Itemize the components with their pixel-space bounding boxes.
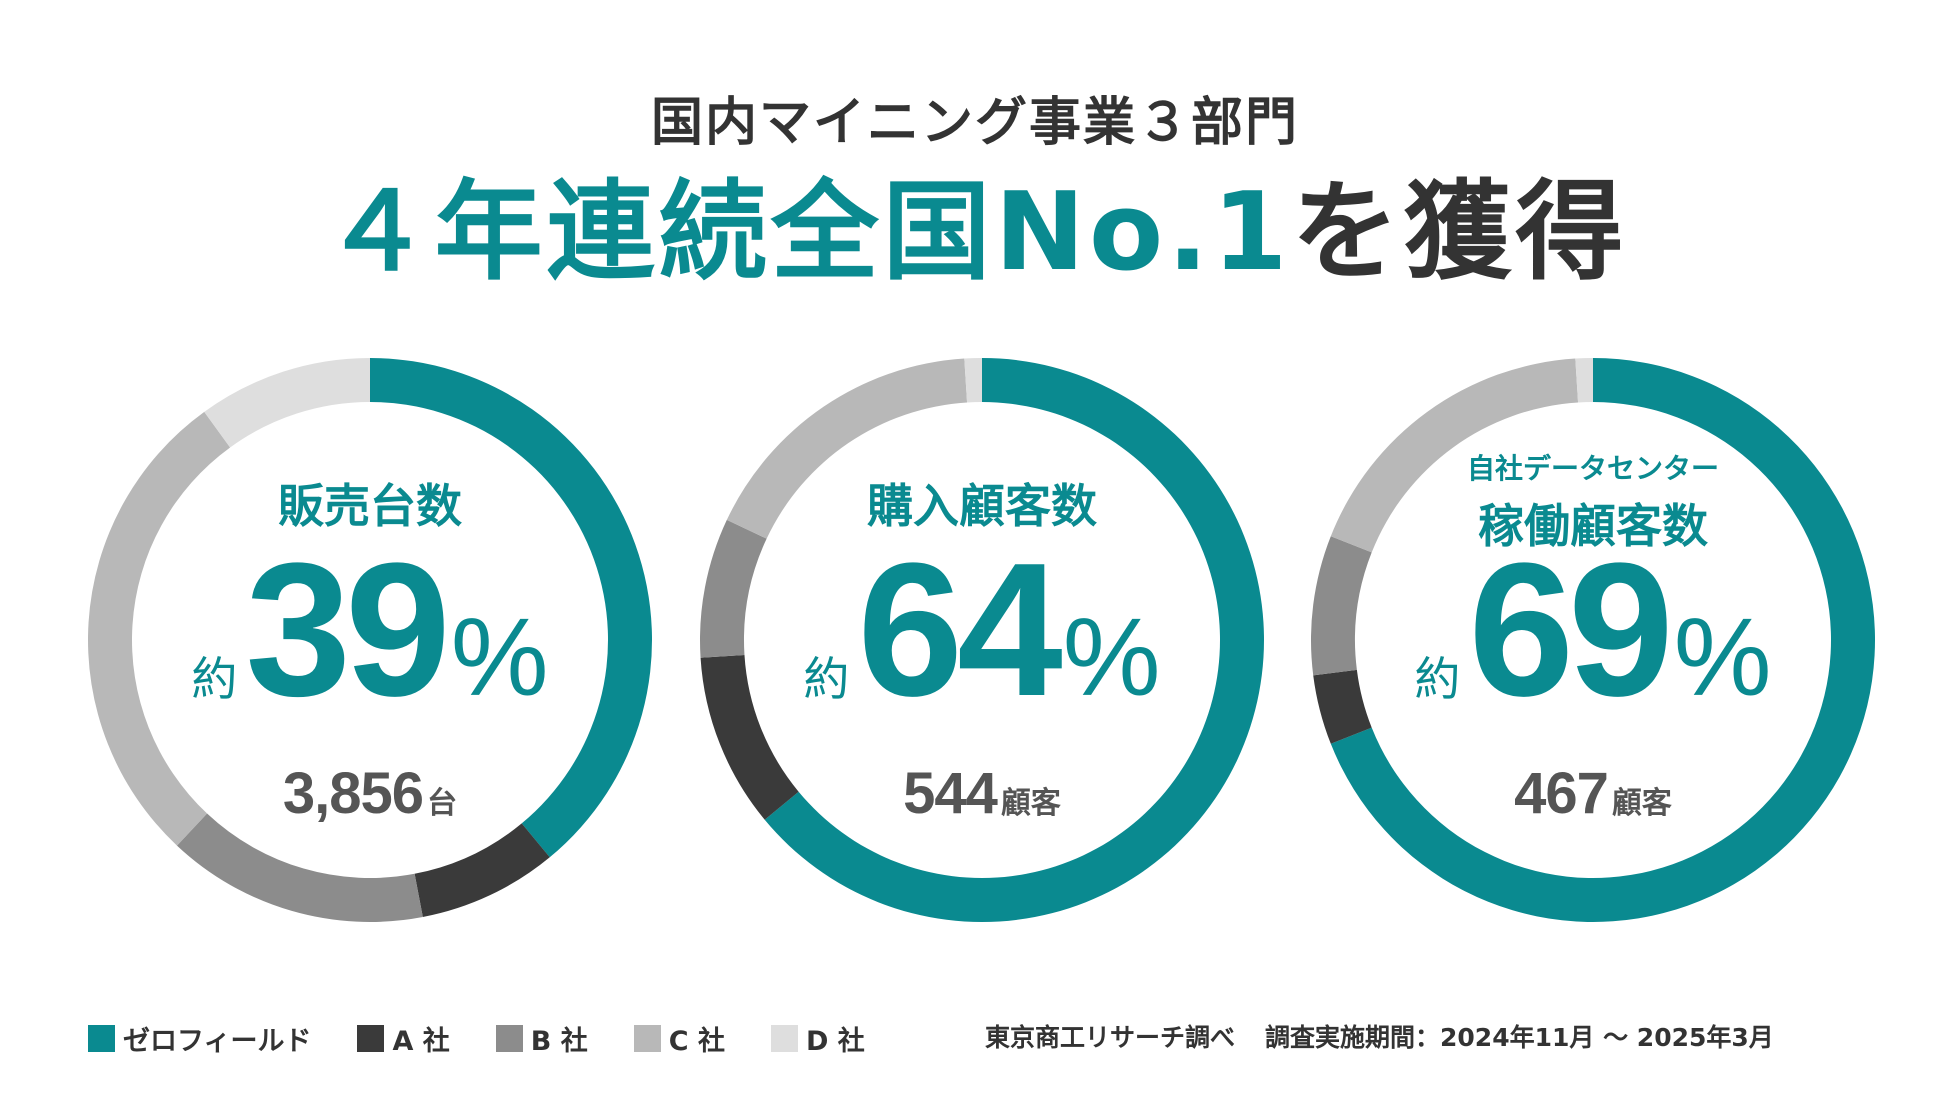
- headline-highlight: ４年連続全国No.1: [322, 170, 1292, 295]
- percent-prefix: 約: [803, 652, 850, 706]
- donut-slice-3: [726, 358, 968, 539]
- percent-prefix: 約: [191, 652, 238, 706]
- count-value: 467: [1514, 761, 1609, 826]
- legend-item: B 社: [495, 1019, 588, 1058]
- percent-display: 約64%: [697, 524, 1267, 736]
- legend-swatch: [633, 1024, 661, 1052]
- donut-slice-2: [176, 813, 423, 922]
- donut-ring: [700, 358, 1264, 923]
- donut-chart-sales-units: 販売台数 約39% 3,856 台: [85, 355, 655, 925]
- legend-swatch: [88, 1024, 115, 1052]
- count-display: 467 顧客: [1308, 760, 1878, 827]
- donut-center: 購入顧客数 約64% 544 顧客: [697, 355, 1267, 925]
- count-unit: 顧客: [1611, 786, 1672, 821]
- legend-item: D 社: [770, 1019, 865, 1058]
- donut-slice-1: [1313, 669, 1372, 744]
- legend: ゼロフィールド A 社 B 社 C 社 D 社: [88, 1018, 911, 1058]
- legend-label: ゼロフィールド: [123, 1025, 312, 1057]
- percent-display: 約69%: [1308, 524, 1878, 736]
- source-note: 東京商工リサーチ調べ 調査実施期間：2024年11月 〜 2025年3月: [985, 1018, 1774, 1058]
- legend-swatch: [357, 1024, 385, 1052]
- percent-unit: %: [1673, 596, 1772, 719]
- legend-label: D 社: [805, 1025, 865, 1057]
- percent-unit: %: [1062, 596, 1161, 719]
- legend-label: B 社: [530, 1025, 588, 1057]
- count-display: 544 顧客: [697, 760, 1267, 827]
- source-research: 東京商工リサーチ調べ: [985, 1023, 1236, 1052]
- donut-ring: [1311, 358, 1875, 923]
- donut-slice-2: [700, 519, 767, 658]
- metric-title: 販売台数: [278, 479, 462, 533]
- donut-center: 自社データセンター 稼働顧客数 約69% 467 顧客: [1308, 355, 1878, 925]
- donut-slice-0: [764, 358, 1264, 923]
- subtitle: 国内マイニング事業３部門: [650, 93, 1299, 153]
- donut-slice-3: [87, 411, 231, 846]
- count-unit: 顧客: [1000, 786, 1061, 821]
- legend-swatch: [495, 1024, 523, 1052]
- donut-chart-datacenter-customers: 自社データセンター 稼働顧客数 約69% 467 顧客: [1308, 355, 1878, 925]
- percent-value: 39: [245, 524, 450, 736]
- donut-slice-2: [1311, 536, 1372, 676]
- donut-chart-purchase-customers: 購入顧客数 約64% 544 顧客: [697, 355, 1267, 925]
- headline-suffix: を獲得: [1291, 170, 1628, 295]
- percent-value: 64: [857, 524, 1062, 736]
- percent-display: 約39%: [85, 524, 655, 736]
- source-period: 調査実施期間：2024年11月 〜 2025年3月: [1265, 1023, 1774, 1052]
- donut-slice-0: [370, 358, 652, 858]
- legend-item: C 社: [633, 1019, 725, 1058]
- metric-title: 稼働顧客数: [1478, 499, 1708, 553]
- percent-value: 69: [1468, 524, 1673, 736]
- donut-ring: [87, 358, 652, 922]
- percent-prefix: 約: [1414, 652, 1461, 706]
- count-display: 3,856 台: [85, 760, 655, 827]
- count-value: 3,856: [282, 761, 424, 826]
- headline: ４年連続全国No.1を獲得: [0, 168, 1950, 298]
- count-unit: 台: [427, 786, 458, 821]
- legend-label: C 社: [668, 1025, 725, 1057]
- donut-center: 販売台数 約39% 3,856 台: [85, 355, 655, 925]
- percent-unit: %: [450, 596, 549, 719]
- legend-item: A 社: [357, 1019, 450, 1058]
- legend-item: ゼロフィールド: [88, 1019, 311, 1058]
- donut-slice-4: [1575, 358, 1593, 403]
- donut-slice-4: [964, 358, 982, 403]
- legend-swatch: [770, 1024, 798, 1052]
- metric-pre-title: 自社データセンター: [1466, 452, 1719, 485]
- donut-slice-1: [414, 823, 550, 918]
- legend-label: A 社: [392, 1025, 450, 1057]
- metric-title: 購入顧客数: [867, 479, 1097, 533]
- donut-slice-3: [1330, 358, 1579, 553]
- donut-slice-4: [204, 358, 370, 448]
- donut-slice-1: [700, 654, 799, 820]
- count-value: 544: [903, 761, 998, 826]
